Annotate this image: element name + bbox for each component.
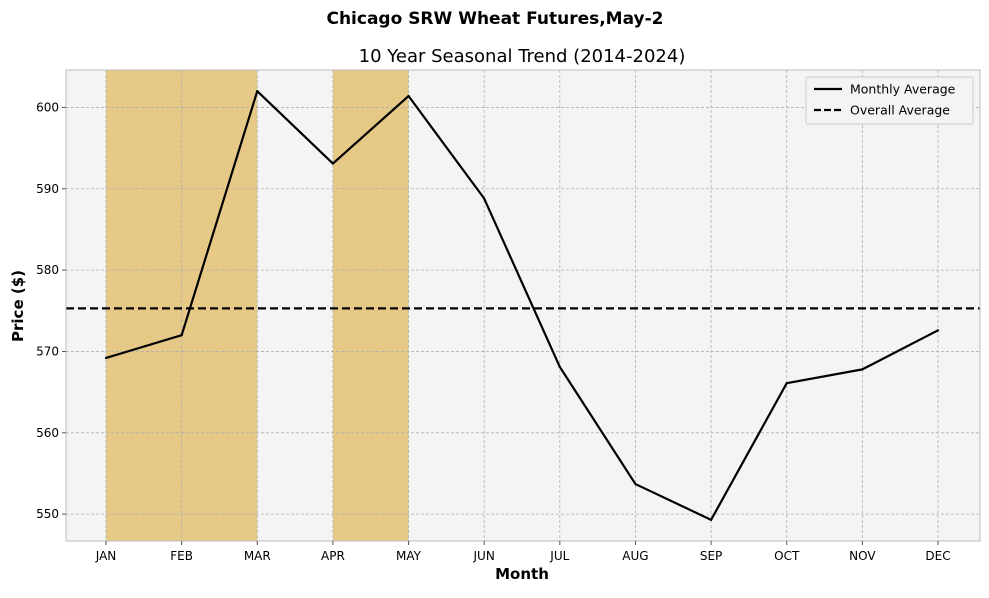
y-tick-label: 590 [36,182,59,196]
data-point-jul [558,365,561,369]
data-point-sep [709,518,713,521]
data-point-jan [104,356,108,360]
y-tick-label: 580 [36,263,59,277]
x-tick-label: APR [321,549,345,563]
data-point-oct [785,382,788,385]
data-point-apr [331,162,335,165]
chart-suptitle: Chicago SRW Wheat Futures,May-2 [326,9,663,29]
legend-overall-average-label: Overall Average [850,103,950,118]
data-point-may [407,94,410,98]
y-axis-ticks: 550 560 570 580 590 600 [36,100,66,521]
x-tick-label: OCT [774,549,800,563]
x-tick-label: JUL [549,549,569,563]
data-point-nov [861,368,864,371]
x-tick-label: FEB [170,549,193,563]
y-axis-label: Price ($) [9,270,27,342]
x-tick-label: MAR [244,549,271,563]
legend-monthly-average-label: Monthly Average [850,82,956,97]
legend: Monthly Average Overall Average [805,76,974,125]
x-tick-label: AUG [622,549,648,563]
y-tick-label: 600 [36,100,59,114]
x-tick-label: JAN [95,549,117,563]
legend-box [805,76,974,125]
plot-frame [65,69,981,542]
x-tick-label: SEP [700,549,722,563]
data-point-aug [634,482,637,486]
series-lines [104,90,940,521]
x-axis-label: Month [495,565,549,583]
monthly-average-line [105,90,939,521]
x-tick-label: DEC [925,549,950,563]
x-tick-label: JUN [473,549,495,563]
x-axis-ticks: JAN FEB MAR APR MAY JUN JUL AUG SEP OCT NOV DEC [95,541,951,563]
data-point-jun [483,197,486,200]
data-point-mar [256,90,259,93]
y-tick-label: 560 [36,426,59,440]
data-point-dec [936,329,940,332]
y-tick-label: 570 [36,344,59,358]
data-point-feb [180,334,183,337]
chart-title: 10 Year Seasonal Trend (2014-2024) [359,46,686,67]
x-tick-label: MAY [396,549,422,563]
y-tick-label: 550 [36,507,59,521]
highlight-band-2 [332,70,409,541]
x-tick-label: NOV [849,549,876,563]
